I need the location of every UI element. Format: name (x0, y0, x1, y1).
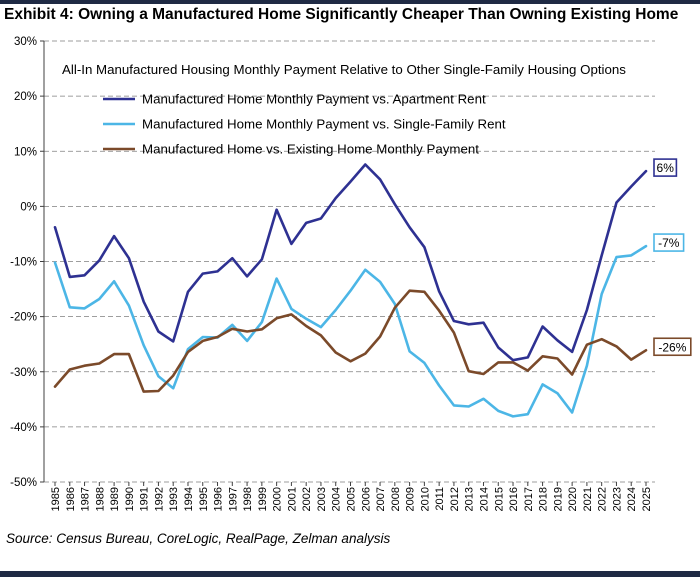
x-tick-label: 1998 (242, 487, 254, 511)
exhibit-title: Exhibit 4: Owning a Manufactured Home Si… (4, 6, 679, 23)
x-tick-label: 1986 (65, 487, 77, 511)
x-tick-label: 1989 (109, 487, 121, 511)
y-tick-label: 0% (20, 201, 37, 213)
end-label-text: -26% (658, 340, 686, 354)
y-tick-label: -50% (10, 477, 37, 489)
x-tick-label: 2004 (331, 487, 343, 511)
x-tick-label: 1985 (50, 487, 62, 511)
x-tick-label: 1991 (139, 487, 151, 511)
y-tick-label: 10% (14, 146, 37, 158)
x-tick-label: 2010 (419, 487, 431, 511)
chart-subtitle: All-In Manufactured Housing Monthly Paym… (62, 62, 626, 77)
x-tick-label: 1995 (198, 487, 210, 511)
x-tick-label: 1990 (124, 487, 136, 511)
y-tick-label: -10% (10, 257, 37, 269)
x-tick-label: 2012 (449, 487, 461, 511)
x-tick-label: 2005 (346, 487, 358, 511)
y-tick-label: -30% (10, 367, 37, 379)
x-tick-label: 2015 (493, 487, 505, 511)
series-line-single-family (53, 244, 648, 418)
x-tick-label: 2016 (508, 487, 520, 511)
end-label: 6% (653, 158, 678, 177)
series-layer (53, 163, 648, 418)
end-label-box (653, 337, 692, 357)
top-rule (0, 0, 700, 4)
x-tick-label: 2001 (286, 487, 298, 511)
bottom-rule (0, 571, 700, 577)
x-tick-label: 2023 (611, 487, 623, 511)
grid-layer (44, 40, 655, 483)
legend: All-In Manufactured Housing Monthly Paym… (62, 62, 626, 157)
x-tick-label: 2018 (538, 487, 550, 511)
x-tick-label: 1996 (213, 487, 225, 511)
x-tick-label: 2019 (552, 487, 564, 511)
x-tick-label: 1999 (257, 487, 269, 511)
end-label-box (653, 158, 678, 177)
x-tick-label: 2021 (582, 487, 594, 511)
axis-layer: -50%-40%-30%-20%-10%0%10%20%30%1985 1986 1… (10, 36, 653, 511)
x-tick-label: 2003 (316, 487, 328, 511)
legend-label: Manufactured Home Monthly Payment vs. Ap… (142, 92, 486, 107)
x-tick-label: 1987 (80, 487, 92, 511)
y-tick-label: -40% (10, 422, 37, 434)
x-tick-label: 2009 (405, 487, 417, 511)
end-labels: 6% -7% -26% (653, 158, 692, 357)
x-tick-label: 2006 (360, 487, 372, 511)
end-label-text: -7% (658, 236, 680, 250)
y-tick-label: 30% (14, 36, 37, 48)
x-tick-label: 2000 (272, 487, 284, 511)
end-label-text: 6% (657, 161, 675, 175)
x-tick-label: 2008 (390, 487, 402, 511)
x-tick-label: 2022 (597, 487, 609, 511)
end-label-box (653, 233, 685, 252)
x-tick-label: 2002 (301, 487, 313, 511)
x-tick-label: 1988 (94, 487, 106, 511)
series-line-apartment (53, 163, 648, 362)
x-tick-label: 2007 (375, 487, 387, 511)
source-note: Source: Census Bureau, CoreLogic, RealPa… (6, 531, 391, 546)
x-tick-label: 2025 (641, 487, 653, 511)
y-tick-label: -20% (10, 312, 37, 324)
y-tick-label: 20% (14, 91, 37, 103)
x-tick-label: 1993 (168, 487, 180, 511)
series-line-existing-home (53, 289, 648, 393)
end-label: -26% (653, 337, 692, 357)
legend-label: Manufactured Home vs. Existing Home Mont… (142, 142, 479, 157)
x-tick-label: 2014 (478, 487, 490, 511)
x-tick-label: 2020 (567, 487, 579, 511)
legend-label: Manufactured Home Monthly Payment vs. Si… (142, 117, 506, 132)
x-tick-label: 2017 (523, 487, 535, 511)
end-label: -7% (653, 233, 685, 252)
x-tick-label: 2024 (626, 487, 638, 511)
x-tick-label: 1994 (183, 487, 195, 511)
x-tick-label: 2011 (434, 487, 446, 511)
x-tick-label: 1992 (153, 487, 165, 511)
x-tick-label: 2013 (464, 487, 476, 511)
x-tick-label: 1997 (227, 487, 239, 511)
